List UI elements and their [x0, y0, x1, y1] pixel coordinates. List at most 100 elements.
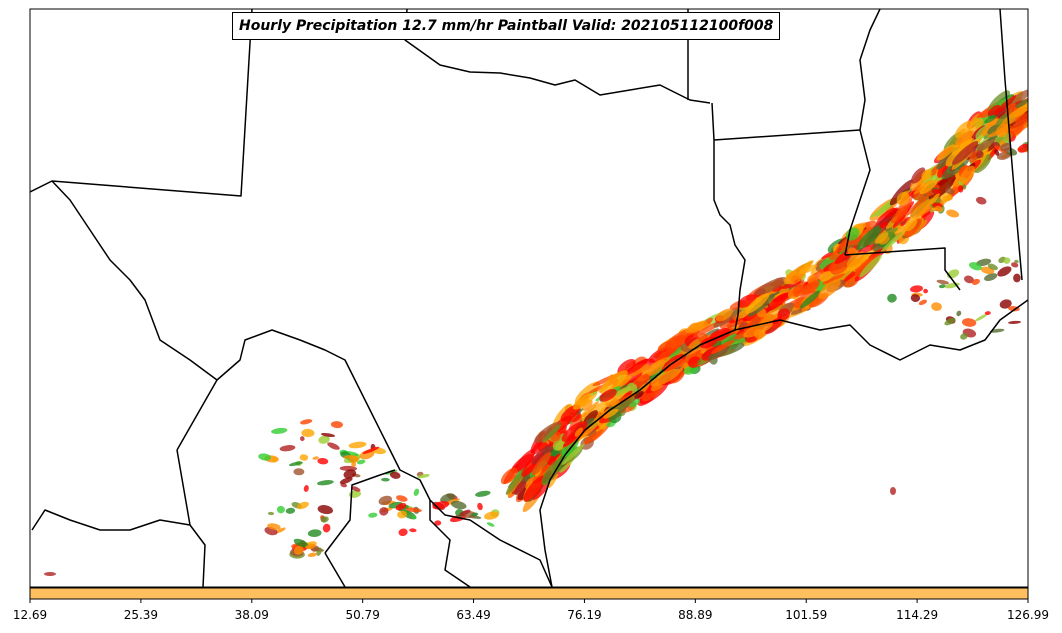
precip-blob: [911, 167, 926, 184]
precip-blob: [362, 446, 380, 454]
precip-blob: [987, 124, 1002, 136]
precip-blob: [956, 310, 962, 317]
precip-blob: [900, 216, 911, 227]
precip-blob: [708, 354, 718, 365]
precip-blob: [450, 500, 467, 510]
precip-blob: [405, 507, 422, 513]
precip-blob: [359, 449, 375, 460]
precip-blob: [975, 150, 984, 159]
precip-blob: [267, 511, 275, 516]
precip-blob: [303, 485, 309, 492]
precip-blob: [993, 132, 1013, 146]
precip-blob: [852, 227, 874, 246]
precip-blob: [477, 502, 483, 511]
precip-blob: [317, 480, 334, 486]
precip-blob: [657, 340, 673, 351]
precip-blob: [271, 427, 288, 434]
precip-blob: [650, 368, 681, 387]
precip-blob: [904, 217, 918, 232]
precip-blob: [638, 382, 650, 394]
precip-blob: [514, 480, 527, 496]
precip-blob: [910, 285, 923, 293]
precip-blob: [822, 273, 845, 285]
precip-blob: [293, 538, 309, 548]
precip-blob: [919, 179, 938, 195]
precip-blob: [307, 529, 322, 538]
precip-blob: [767, 292, 789, 311]
precip-blob: [411, 515, 417, 520]
precip-blob: [801, 280, 820, 295]
precip-blob: [967, 118, 984, 134]
precip-blob: [574, 427, 583, 437]
colorbar-tick-label: 114.29: [896, 608, 939, 622]
precip-blob: [397, 510, 408, 519]
precip-blob: [634, 390, 644, 399]
precip-blob: [958, 185, 964, 193]
map-title: Hourly Precipitation 12.7 mm/hr Paintbal…: [232, 12, 781, 40]
precip-blob: [561, 436, 579, 458]
precip-blob: [275, 527, 286, 534]
precip-blob: [745, 292, 770, 314]
precip-blob: [484, 511, 499, 520]
precip-blob: [1014, 106, 1028, 123]
precip-blob: [764, 318, 783, 335]
precip-blob: [936, 144, 956, 161]
precip-blob: [541, 458, 563, 486]
precip-blob: [340, 483, 347, 488]
precip-blob: [486, 522, 495, 527]
precip-blob: [975, 313, 988, 322]
precip-blob: [531, 442, 556, 465]
precip-blob: [1000, 143, 1012, 152]
precip-blob: [942, 195, 952, 202]
precip-blob: [398, 528, 408, 537]
precip-blob: [542, 424, 561, 443]
precip-blob: [293, 468, 305, 476]
precip-blob: [715, 308, 733, 322]
precip-blob: [977, 137, 996, 152]
precip-blob: [987, 263, 998, 271]
precip-blob: [961, 318, 977, 327]
precip-blob: [879, 222, 889, 229]
precip-blob: [918, 299, 927, 306]
precip-blob: [711, 340, 735, 354]
precip-blob: [599, 389, 617, 402]
precip-blob: [1015, 99, 1028, 108]
precip-blob: [662, 358, 686, 373]
precip-blob: [975, 196, 987, 205]
precip-blob: [1003, 257, 1011, 264]
precip-blob: [938, 284, 946, 289]
precip-blob: [995, 123, 1010, 137]
precip-blob: [297, 501, 309, 510]
precip-blob: [356, 459, 366, 465]
colorbar-tick-label: 88.89: [678, 608, 713, 622]
precip-blob: [887, 293, 897, 303]
precip-blob: [964, 275, 974, 284]
precip-blob: [875, 232, 889, 244]
precip-blob: [561, 420, 588, 442]
precip-blob: [317, 505, 334, 515]
precip-blob: [531, 452, 552, 476]
precip-blob: [984, 273, 998, 281]
precip-blob: [321, 516, 329, 523]
precip-blob: [434, 520, 442, 526]
precip-blob: [625, 358, 649, 376]
precip-blob: [582, 400, 600, 418]
precip-blob: [945, 187, 955, 195]
precip-blob: [276, 505, 285, 514]
precip-blob: [389, 471, 401, 479]
precip-blob: [327, 442, 340, 450]
precip-blob: [322, 523, 331, 533]
precip-blob: [317, 457, 329, 465]
precip-blob: [754, 277, 787, 296]
colorbar-tick-label: 101.59: [785, 608, 828, 622]
precip-blob: [954, 120, 973, 139]
precip-blob: [880, 229, 907, 253]
colorbar-tick-label: 25.39: [123, 608, 159, 622]
precip-blob: [475, 490, 491, 497]
precip-blob: [803, 260, 814, 269]
precip-blob: [351, 486, 361, 492]
precip-blob: [955, 130, 975, 145]
colorbar-tick-label: 63.49: [456, 608, 491, 622]
precip-blob: [378, 495, 393, 506]
precip-blob: [339, 477, 353, 485]
